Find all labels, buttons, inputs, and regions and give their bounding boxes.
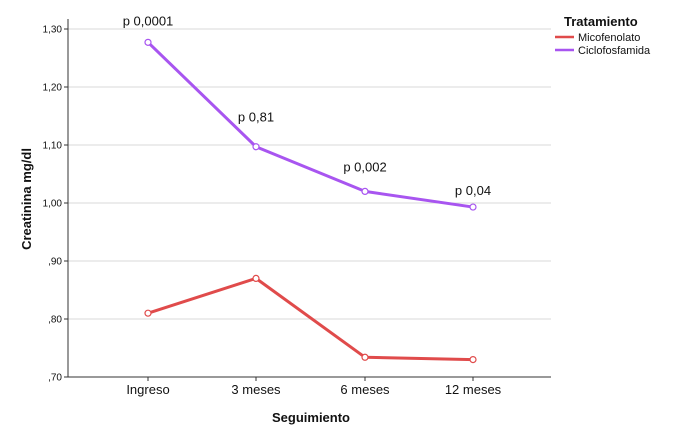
legend-title: Tratamiento [564, 14, 638, 29]
p-value-annotation: p 0,0001 [123, 13, 174, 28]
x-tick-label: 6 meses [340, 382, 390, 397]
y-axis-title: Creatinina mg/dl [19, 148, 34, 250]
annotations: p 0,0001 p 0,81 p 0,002 p 0,04 [123, 13, 491, 198]
y-tick-label: 1,20 [43, 83, 63, 94]
x-tick-label: 12 meses [445, 382, 502, 397]
series-line-ciclofosfamida [146, 40, 475, 209]
data-point [252, 274, 260, 282]
y-tick-label: 1,30 [43, 25, 63, 36]
data-point [144, 309, 152, 317]
y-tick-label: ,70 [48, 373, 62, 384]
x-axis-title: Seguimiento [272, 410, 350, 425]
y-tick-label: ,80 [48, 315, 62, 326]
legend-label: Micofenolato [578, 32, 640, 44]
p-value-annotation: p 0,002 [343, 159, 386, 174]
p-value-annotation: p 0,81 [238, 110, 274, 125]
data-point [252, 143, 260, 151]
y-tick-label: 1,00 [43, 199, 63, 210]
y-tick-label: ,90 [48, 257, 62, 268]
series-line-micofenolato [146, 276, 475, 362]
data-point [361, 187, 369, 195]
p-value-annotation: p 0,04 [455, 183, 491, 198]
data-point [469, 203, 477, 211]
axes: ,70 ,80 ,90 1,00 1,10 1,20 1,30 Ingreso 3 meses 6… [43, 19, 551, 397]
y-tick-label: 1,10 [43, 141, 63, 152]
series [144, 38, 477, 364]
legend-label: Ciclofosfamida [578, 45, 651, 57]
x-tick-label: Ingreso [126, 382, 169, 397]
x-tick-label: 3 meses [231, 382, 281, 397]
grid [68, 28, 551, 378]
data-point [144, 38, 152, 46]
data-point [361, 353, 369, 361]
data-point [469, 356, 477, 364]
